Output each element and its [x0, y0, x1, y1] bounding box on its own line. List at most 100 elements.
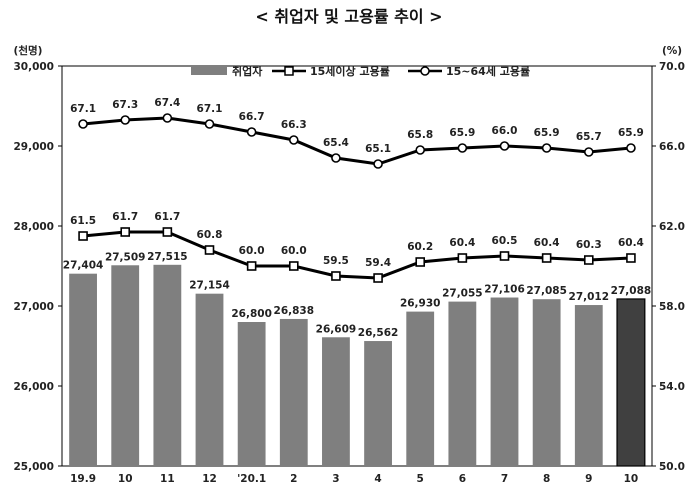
- line-data-label: 61.7: [112, 211, 138, 223]
- legend-bar-swatch: [191, 66, 227, 75]
- bar: [195, 293, 224, 466]
- square-marker: [373, 273, 383, 283]
- x-tick-label: '20.1: [237, 473, 266, 485]
- line-data-label: 65.4: [323, 137, 349, 149]
- line-data-label: 60.4: [449, 237, 475, 249]
- left-tick-label: 29,000: [13, 141, 54, 153]
- circle-marker: [78, 119, 88, 129]
- bar: [279, 318, 308, 466]
- bar: [237, 322, 266, 466]
- bar-data-label: 26,800: [231, 308, 272, 320]
- line-data-label: 60.5: [492, 235, 518, 247]
- circle-marker: [626, 143, 636, 153]
- line-data-label: 65.9: [534, 127, 560, 139]
- right-tick-label: 62.0: [659, 221, 685, 233]
- square-marker: [457, 253, 468, 263]
- bar-data-label: 27,509: [105, 251, 146, 263]
- bar: [574, 305, 603, 466]
- line-data-label: 60.4: [618, 237, 644, 249]
- bar: [532, 299, 561, 466]
- right-axis-unit: (%): [662, 45, 682, 57]
- right-tick-label: 70.0: [659, 61, 685, 73]
- x-tick-label: 8: [543, 473, 550, 485]
- legend-square-label: 15세이상 고용률: [310, 64, 390, 78]
- square-marker: [78, 231, 88, 241]
- line-data-label: 67.1: [70, 103, 96, 115]
- line-data-label: 60.0: [281, 245, 307, 257]
- line-data-label: 66.7: [239, 111, 265, 123]
- bar-data-label: 27,154: [189, 280, 230, 292]
- bar: [616, 298, 646, 467]
- left-axis-unit: (천명): [14, 44, 43, 57]
- legend-square-marker: [284, 66, 294, 76]
- bar: [448, 301, 477, 466]
- x-tick-label: 5: [417, 473, 424, 485]
- x-tick-label: 12: [202, 473, 217, 485]
- bar-data-label: 26,838: [274, 305, 315, 317]
- legend-circle-label: 15~64세 고용률: [446, 64, 530, 78]
- series-line: [82, 230, 631, 280]
- line-data-label: 65.1: [365, 143, 391, 155]
- line-data-label: 60.2: [407, 241, 433, 253]
- line-data-label: 60.0: [239, 245, 265, 257]
- line-data-label: 60.4: [534, 237, 560, 249]
- circle-marker: [331, 153, 341, 163]
- square-marker: [626, 253, 636, 263]
- x-tick-label: 11: [160, 473, 175, 485]
- bar: [153, 264, 182, 466]
- bar-data-label: 26,930: [400, 298, 441, 310]
- line-data-label: 67.3: [112, 99, 138, 111]
- line-data-label: 60.3: [576, 239, 602, 251]
- square-marker: [541, 253, 552, 263]
- bar: [490, 297, 519, 466]
- line-data-labels: 61.5 61.7 61.7 60.8 60.0 60.0 59.5 59.4 60.2 60.4…: [70, 97, 644, 269]
- right-tick-label: 54.0: [659, 381, 685, 393]
- bar-data-label: 27,515: [147, 251, 188, 263]
- line-series: [78, 113, 636, 283]
- square-marker: [246, 261, 257, 271]
- line-data-label: 65.9: [449, 127, 475, 139]
- bar: [322, 337, 350, 466]
- legend-circle-marker: [420, 66, 430, 76]
- bar: [69, 273, 97, 466]
- left-tick-label: 26,000: [13, 381, 54, 393]
- x-tick-label: 2: [290, 473, 297, 485]
- right-axis-ticks: 50.0 54.0 58.0 62.0 66.0 70.0: [652, 61, 685, 473]
- circle-marker: [162, 113, 173, 123]
- left-tick-label: 27,000: [13, 301, 54, 313]
- circle-marker: [499, 141, 510, 151]
- x-tick-label: 10: [624, 473, 639, 485]
- line-data-label: 67.1: [197, 103, 223, 115]
- x-tick-label: 3: [332, 473, 339, 485]
- bar-series: [69, 264, 646, 467]
- circle-marker: [583, 147, 594, 157]
- right-tick-label: 66.0: [659, 141, 685, 153]
- legend-bar-label: 취업자: [232, 64, 263, 78]
- line-data-label: 65.9: [618, 127, 644, 139]
- circle-marker: [204, 119, 215, 129]
- bar-data-label: 27,088: [611, 285, 652, 297]
- chart-title: < 취업자 및 고용률 추이 >: [255, 7, 442, 26]
- right-tick-label: 58.0: [659, 301, 685, 313]
- bar-data-label: 26,562: [358, 327, 399, 339]
- bar: [364, 341, 392, 466]
- line-data-label: 61.7: [154, 211, 180, 223]
- left-axis-ticks: 25,000 26,000 27,000 28,000 29,000 30,000: [13, 61, 62, 473]
- plot-border: [61, 65, 653, 467]
- x-tick-label: 9: [585, 473, 592, 485]
- x-tick-label: 10: [118, 473, 133, 485]
- circle-marker: [457, 143, 468, 153]
- x-tick-label: 6: [459, 473, 466, 485]
- bar-data-label: 27,106: [484, 284, 525, 296]
- bar: [406, 311, 435, 466]
- x-axis-ticks: 19.9 10 11 12 '20.1 2 3 4 5 6 7 8 9 10: [70, 473, 638, 485]
- bar-data-label: 26,609: [316, 323, 357, 335]
- square-marker: [331, 271, 341, 281]
- left-tick-label: 25,000: [13, 461, 54, 473]
- square-marker: [288, 261, 299, 271]
- bar-data-label: 27,055: [442, 288, 483, 300]
- circle-marker: [415, 145, 426, 155]
- x-tick-label: 7: [501, 473, 508, 485]
